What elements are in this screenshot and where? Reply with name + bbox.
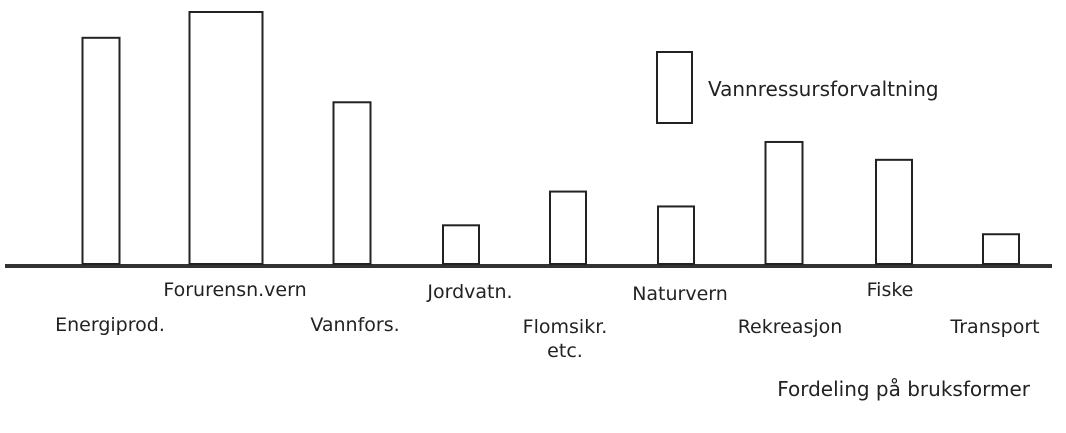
x-tick-label: Flomsikr. etc. <box>522 316 608 362</box>
x-tick-label: Vannfors. <box>310 314 400 336</box>
bar <box>657 205 695 266</box>
bar <box>549 190 587 265</box>
legend-label: Vannressursforvaltning <box>708 77 939 101</box>
legend-swatch <box>656 51 693 124</box>
x-tick-label: Jordvatn. <box>427 281 513 303</box>
bar <box>442 224 480 265</box>
bar <box>188 11 264 265</box>
chart-title: Fordeling på bruksformer <box>777 377 1031 401</box>
x-tick-label: Fiske <box>866 279 914 301</box>
bar <box>875 158 913 265</box>
x-tick-label: Naturvern <box>632 283 728 305</box>
x-tick-label: Energiprod. <box>55 314 165 336</box>
bar <box>81 36 121 266</box>
x-tick-label: Transport <box>950 316 1040 338</box>
bar <box>982 233 1020 265</box>
bar <box>764 140 804 265</box>
x-tick-label: Forurensn.vern <box>163 279 307 301</box>
x-tick-label: Rekreasjon <box>737 316 843 338</box>
bar <box>332 101 372 265</box>
